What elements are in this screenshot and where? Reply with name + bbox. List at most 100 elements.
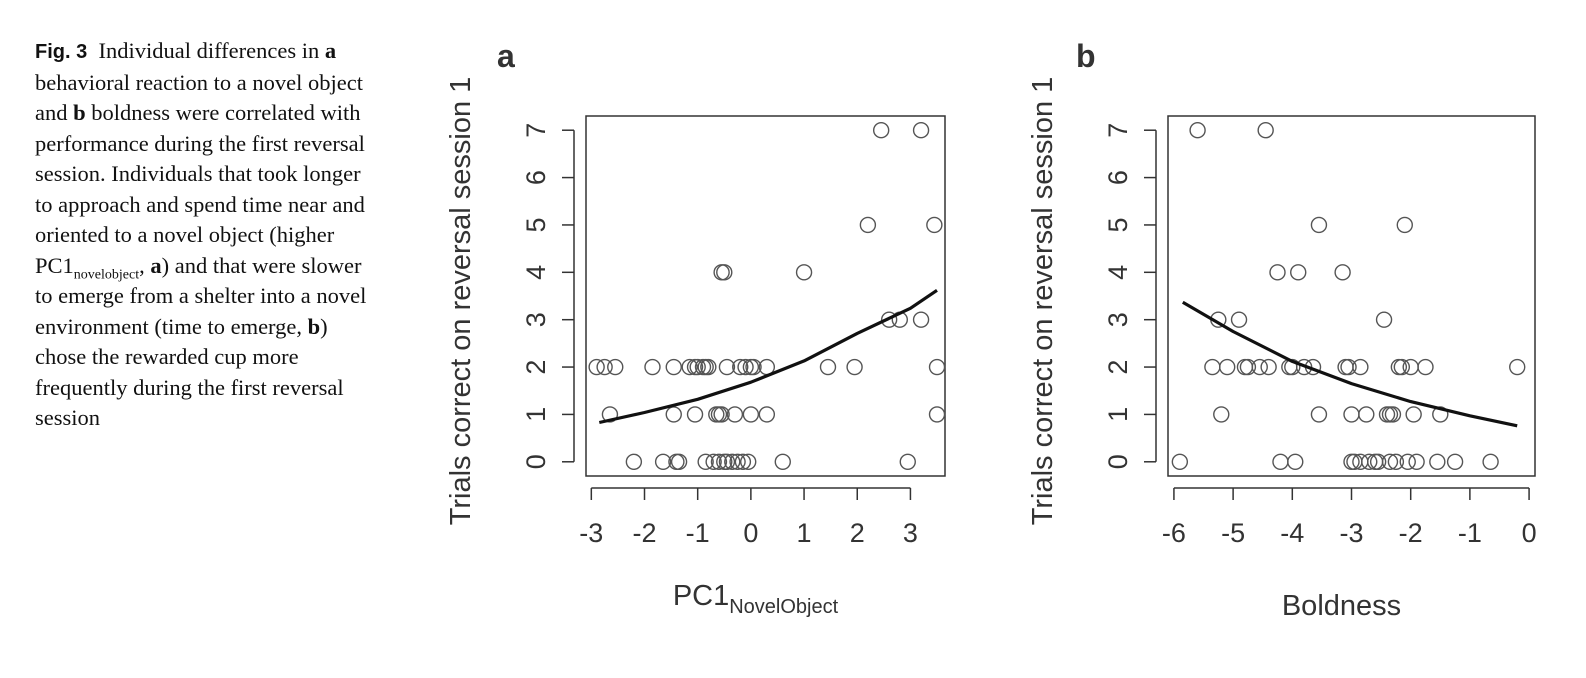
data-point	[588, 358, 605, 376]
data-point	[700, 358, 717, 376]
data-point	[742, 406, 760, 423]
data-point	[1171, 453, 1189, 470]
y-tick-label: 4	[521, 265, 551, 280]
data-point	[1251, 358, 1268, 376]
data-point	[1284, 358, 1301, 376]
data-point	[1375, 311, 1393, 328]
x-tick-label: 2	[850, 518, 865, 548]
x-tick-label: -3	[579, 518, 603, 548]
y-axis-title: Trials correct on reversal session 1	[445, 77, 477, 526]
x-tick-label: -1	[1458, 518, 1482, 548]
data-point	[1384, 406, 1402, 423]
data-point	[1399, 453, 1416, 470]
x-tick-label: -3	[1339, 518, 1363, 548]
data-point	[681, 358, 698, 376]
data-point	[1429, 453, 1446, 470]
y-tick-label: 6	[521, 170, 551, 185]
data-point	[1337, 358, 1354, 376]
data-point	[729, 453, 746, 470]
data-point	[899, 453, 916, 470]
data-point	[1334, 264, 1351, 281]
y-tick-label: 0	[1103, 454, 1133, 469]
data-point	[859, 216, 877, 234]
fit-curve	[1181, 300, 1518, 428]
panel-a: a -3 -2 -1 0 1 2 3 0 1 2 3 4 5 6 7 Trials correct on rev…	[445, 38, 946, 618]
data-point	[713, 406, 730, 423]
y-tick-label: 7	[521, 123, 551, 138]
data-point	[1402, 358, 1419, 376]
data-point	[880, 311, 898, 328]
data-point	[686, 406, 704, 423]
data-point	[758, 406, 776, 423]
data-point	[1396, 216, 1413, 234]
data-point	[1239, 358, 1257, 376]
caption-subscript: novelobject	[73, 267, 140, 282]
data-point	[745, 358, 762, 376]
x-tick-label: 3	[903, 518, 918, 548]
data-point	[1358, 406, 1375, 423]
data-point	[724, 453, 741, 470]
data-point	[665, 406, 682, 423]
x-tick-label: 0	[743, 518, 758, 548]
y-tick-label: 5	[521, 217, 551, 232]
data-point	[1361, 453, 1378, 470]
caption-panel-b-ref-2: b	[307, 313, 321, 339]
data-point	[718, 453, 736, 470]
figure-label: Fig. 3	[35, 41, 88, 63]
y-tick-label: 4	[1103, 265, 1133, 280]
x-tick-label: -6	[1162, 518, 1186, 548]
data-point	[734, 453, 752, 470]
caption-text-1: Individual differences in	[98, 38, 320, 63]
data-point	[774, 453, 791, 470]
data-point	[1369, 453, 1387, 470]
data-point	[716, 264, 733, 281]
data-point	[710, 453, 728, 470]
data-point	[596, 358, 613, 376]
y-tick-label: 6	[1103, 170, 1133, 185]
panel-b: b -6 -5 -4 -3 -2 -1 0 0 1 2 3 4 5 6 7 Trials correct on …	[1027, 38, 1537, 622]
data-point	[1381, 406, 1399, 423]
plot-frame	[585, 115, 946, 477]
data-point	[601, 406, 619, 423]
data-point	[1405, 406, 1422, 423]
caption-text-4: ,	[139, 252, 145, 278]
panel-label: b	[1076, 38, 1096, 74]
data-point	[1230, 311, 1248, 328]
data-point	[1269, 264, 1286, 281]
y-tick-label: 7	[1103, 123, 1133, 138]
figure-caption: Fig. 3 Individual differences in a behav…	[35, 36, 380, 434]
data-point	[926, 216, 943, 234]
data-point	[1387, 453, 1405, 470]
x-tick-label: -4	[1280, 518, 1304, 548]
data-point	[928, 406, 946, 423]
data-point	[1393, 358, 1411, 376]
data-point	[1257, 122, 1274, 139]
data-point	[928, 358, 946, 376]
data-point	[1381, 453, 1399, 470]
data-point	[819, 358, 837, 376]
y-tick-label: 3	[1103, 312, 1133, 327]
y-tick-label: 0	[521, 454, 551, 469]
data-point	[1204, 358, 1221, 376]
data-point	[1290, 264, 1307, 281]
data-point	[872, 122, 890, 139]
x-tick-label: -2	[632, 518, 656, 548]
data-point	[1272, 453, 1289, 470]
data-point	[1343, 453, 1360, 470]
data-point	[1417, 358, 1434, 376]
x-tick-label: 0	[1522, 518, 1537, 548]
data-point	[740, 453, 757, 470]
data-point	[705, 453, 722, 470]
data-point	[846, 358, 863, 376]
data-point	[697, 453, 714, 470]
data-point	[1446, 453, 1464, 470]
data-point	[1287, 453, 1304, 470]
data-point	[737, 358, 754, 376]
data-point	[654, 453, 672, 470]
data-point	[795, 264, 813, 281]
data-point	[1213, 406, 1230, 423]
x-tick-label: -5	[1221, 518, 1245, 548]
x-axis-title: PC1NovelObject	[673, 580, 839, 618]
caption-text-2: behavioral reaction to a novel object an…	[35, 69, 363, 126]
